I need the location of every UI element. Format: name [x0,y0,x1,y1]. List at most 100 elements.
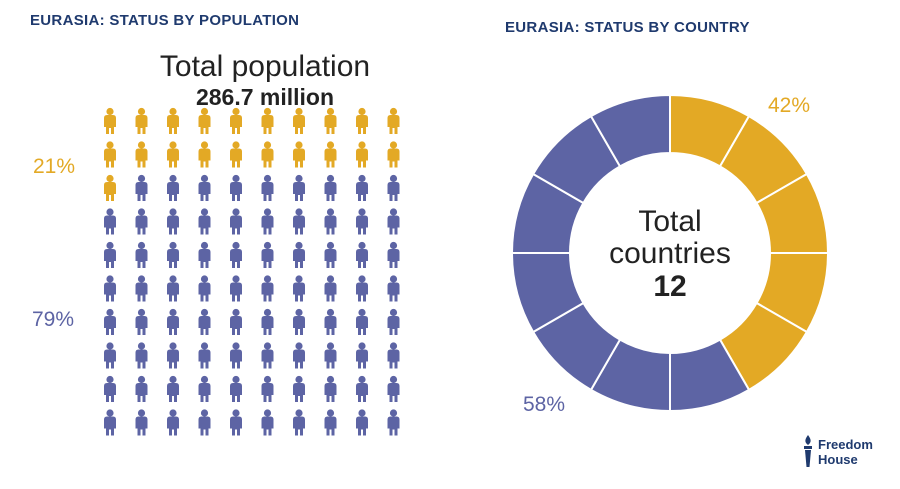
person-icon [387,208,400,235]
person-icon [198,141,211,168]
person-icon [324,141,337,168]
person-icon [261,174,274,201]
person-icon [324,275,337,302]
person-icon [198,409,211,436]
logo-line-2: House [818,452,858,467]
person-icon [104,174,116,201]
person-icon [387,241,400,268]
center-value: 12 [653,270,687,303]
person-icon [356,308,368,335]
person-icon [356,241,368,268]
person-icon [198,342,211,369]
person-icon [198,174,211,201]
person-icon [198,107,211,134]
person-icon [356,342,368,369]
person-icon [261,208,274,235]
person-icon [230,308,242,335]
person-icon [324,375,337,402]
donut-segment-blue [589,93,671,168]
population-blue-percent: 79% [32,308,75,331]
person-icon [135,342,148,369]
person-icon [230,375,242,402]
person-icon [356,409,368,436]
person-icon [198,241,211,268]
person-icon [324,409,337,436]
population-pictogram [104,107,400,436]
person-icon [293,375,305,402]
person-icon [135,174,148,201]
person-icon [261,241,274,268]
person-icon [230,342,242,369]
person-icon [293,141,305,168]
person-icon [356,208,368,235]
population-yellow-percent: 21% [33,155,76,178]
person-icon [261,375,274,402]
person-icon [167,275,179,302]
person-icon [230,141,242,168]
person-icon [104,409,116,436]
person-icon [324,208,337,235]
person-icon [324,342,337,369]
person-icon [198,308,211,335]
person-icon [293,107,305,134]
country-blue-percent: 58% [523,393,566,416]
person-icon [387,107,400,134]
person-icon [293,342,305,369]
person-icon [104,107,116,134]
person-icon [261,141,274,168]
population-heading: EURASIA: STATUS BY POPULATION [30,12,300,29]
person-icon [167,409,179,436]
person-icon [104,141,116,168]
freedom-house-logo: Freedom House [818,437,873,467]
person-icon [167,107,179,134]
person-icon [387,275,400,302]
person-icon [261,275,274,302]
person-icon [230,107,242,134]
person-icon [104,308,116,335]
person-icon [324,241,337,268]
person-icon [135,107,148,134]
person-icon [104,342,116,369]
person-icon [135,409,148,436]
person-icon [104,275,116,302]
person-icon [104,241,116,268]
person-icon [356,107,368,134]
person-icon [104,208,116,235]
total-population-value: 286.7 million [195,84,335,110]
person-icon [167,308,179,335]
person-icon [356,174,368,201]
person-icon [198,375,211,402]
person-icon [387,174,400,201]
country-heading: EURASIA: STATUS BY COUNTRY [505,19,750,36]
person-icon [261,409,274,436]
center-line-2: countries [609,237,731,270]
person-icon [230,409,242,436]
person-icon [293,241,305,268]
person-icon [135,275,148,302]
person-icon [167,375,179,402]
person-icon [387,141,400,168]
person-icon [135,208,148,235]
person-icon [261,107,274,134]
person-icon [356,275,368,302]
person-icon [135,375,148,402]
person-icon [167,241,179,268]
person-icon [324,107,337,134]
person-icon [104,375,116,402]
donut-center-label: Total countries 12 [570,206,770,304]
person-icon [135,241,148,268]
torch-icon [804,435,812,467]
person-icon [293,308,305,335]
person-icon [230,275,242,302]
person-icon [135,308,148,335]
person-icon [324,174,337,201]
country-yellow-percent: 42% [768,94,811,117]
person-icon [198,275,211,302]
country-donut-chart [510,93,830,413]
person-icon [261,308,274,335]
logo-line-1: Freedom [818,437,873,452]
total-population-label: Total population [159,50,371,83]
person-icon [324,308,337,335]
person-icon [261,342,274,369]
person-icon [230,208,242,235]
